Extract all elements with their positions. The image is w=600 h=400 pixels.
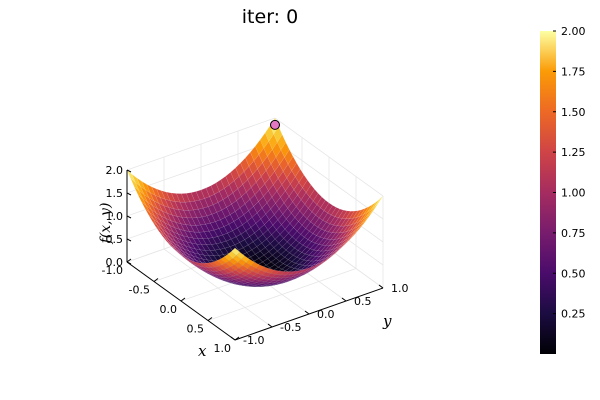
y-tick-label: 0.5 [354, 295, 372, 308]
y-tick-label: 1.0 [391, 282, 409, 295]
colorbar: 0.25 0.50 0.75 1.00 1.25 1.50 1.75 2.00 [540, 25, 586, 354]
colorbar-tick-label: 0.50 [561, 267, 586, 280]
y-tick [230, 336, 236, 341]
grid-line-z-wall [274, 140, 384, 220]
surface-patch [349, 230, 359, 240]
colorbar-tick-label: 1.50 [561, 106, 586, 119]
x-axis-label: x [198, 342, 207, 360]
y-tick-label: -0.5 [280, 321, 301, 334]
surface-patch [364, 210, 374, 222]
x-tick [207, 317, 213, 321]
x-tick-label: 1.0 [214, 342, 232, 355]
x-tick-label: 0.5 [187, 323, 205, 336]
surface-patch [240, 255, 251, 263]
y-tick [341, 297, 347, 302]
surface-patch [354, 224, 364, 234]
y-tick [267, 323, 273, 328]
surface-patch [359, 217, 369, 228]
z-tick [126, 192, 132, 196]
z-tick [126, 169, 132, 173]
z-tick [126, 238, 132, 242]
surface-patch [231, 247, 241, 256]
z-tick-label: 2.0 [106, 164, 124, 177]
colorbar-gradient [540, 31, 556, 354]
x-tick-label: -1.0 [102, 264, 123, 277]
surface-patch [236, 251, 246, 260]
chart-title: iter: 0 [242, 6, 298, 28]
x-tick [126, 258, 132, 263]
surface-patch [245, 259, 256, 266]
colorbar-tick-label: 2.00 [561, 25, 586, 38]
colorbar-tick-label: 1.25 [561, 146, 586, 159]
grid-line-z-wall [126, 140, 276, 194]
x-tick [180, 297, 186, 302]
colorbar-tick-label: 1.00 [561, 187, 586, 200]
surface-patch [374, 195, 384, 208]
marker-point [270, 119, 280, 130]
y-tick-label: 0.0 [317, 308, 335, 321]
x-tick [153, 278, 159, 282]
z-tick [126, 261, 132, 265]
surface-patch [289, 270, 300, 275]
grid-line-z-wall [274, 117, 384, 197]
y-axis-label: y [382, 312, 392, 330]
y-tick [378, 284, 384, 289]
surface-patch [329, 250, 339, 258]
marker-layer [270, 119, 280, 130]
axes: -1.0 -0.5 0.0 0.5 1.0 -1.0 -0.5 0.0 0.5 1.0 0.0 0.5… [102, 164, 409, 355]
y-tick-label: -1.0 [243, 334, 264, 347]
colorbar-tick-label: 0.25 [561, 308, 586, 321]
x-tick [234, 336, 240, 341]
grid-line-z-wall [126, 117, 276, 171]
z-tick [126, 215, 132, 219]
z-tick-label: 0.0 [106, 256, 124, 269]
z-tick-label: 1.0 [106, 210, 124, 223]
y-tick [304, 310, 310, 315]
x-tick-label: -0.5 [129, 284, 150, 297]
colorbar-tick-label: 1.75 [561, 65, 586, 78]
z-tick-label: 1.5 [106, 187, 124, 200]
surface-mesh [126, 117, 384, 288]
grid-line-y-floor [163, 248, 273, 328]
x-tick-label: 0.0 [160, 303, 178, 316]
colorbar-tick-label: 0.75 [561, 227, 586, 240]
surface-patch [344, 235, 354, 245]
surface-patch [369, 203, 379, 215]
z-axis-label: f(x, y) [98, 203, 114, 245]
z-tick-label: 0.5 [106, 233, 124, 246]
